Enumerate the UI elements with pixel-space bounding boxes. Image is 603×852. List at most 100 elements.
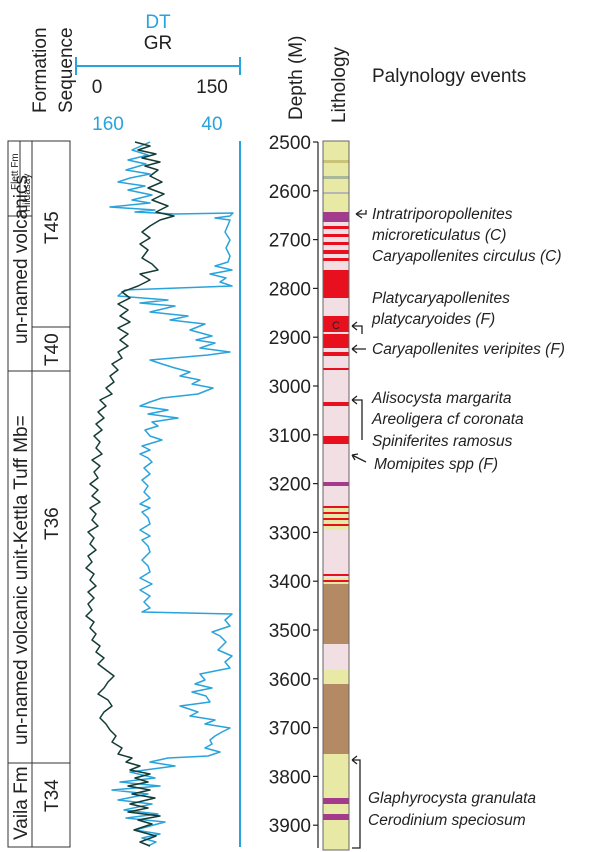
- event-label: platycaryoides (F): [371, 311, 495, 328]
- lithology-band: [323, 580, 349, 582]
- depth-tick-label: 3100: [269, 426, 311, 447]
- lithology-band: [323, 160, 349, 163]
- depth-tick-label: 2800: [269, 279, 311, 300]
- lithology-band: [323, 352, 349, 356]
- lithology-band: [323, 368, 349, 370]
- event-label: Cerodinium speciosum: [368, 812, 526, 829]
- event-label: Areoligera cf coronata: [371, 411, 524, 428]
- sequence-t36: T36: [42, 507, 63, 540]
- lithology-band: [323, 644, 349, 670]
- formation-flett: Flett Fm: [10, 153, 21, 190]
- lithology-band: [323, 192, 349, 194]
- event-label: Platycaryapollenites: [372, 290, 510, 307]
- event-arrow: [351, 321, 363, 334]
- formation-unnamed-volcanics: un-named volcanics: [11, 175, 32, 344]
- sequence-t45: T45: [42, 211, 63, 244]
- sequence-t34: T34: [42, 779, 63, 812]
- gr-scale-max: 150: [196, 77, 228, 98]
- depth-tick-label: 2700: [269, 231, 311, 252]
- lithology-band: [323, 226, 349, 229]
- lithology-band: [323, 530, 349, 578]
- lithology-marker: C: [332, 320, 340, 332]
- event-label: Glaphyrocysta granulata: [368, 790, 536, 807]
- gr-curve: [85, 141, 175, 847]
- lithology-band: [323, 212, 349, 222]
- lithology-column: C: [322, 140, 350, 851]
- dt-scale-max: 40: [201, 114, 222, 135]
- depth-tick-label: 2500: [269, 133, 311, 154]
- formation-kettla-tuff: un-named volcanic unit-Kettla Tuff Mb=: [11, 415, 32, 745]
- depth-tick-label: 3900: [269, 816, 311, 837]
- event-label: microreticulatus (C): [372, 227, 506, 244]
- sequence-t40: T40: [42, 333, 63, 366]
- lithology-band: [323, 518, 349, 520]
- dt-curve-title: DT: [145, 12, 171, 33]
- depth-tick-label: 3600: [269, 670, 311, 691]
- event-label: Momipites spp (F): [374, 456, 498, 473]
- lithology-band: [323, 402, 349, 406]
- lithology-band: [323, 798, 349, 804]
- depth-header: Depth (M): [286, 36, 307, 120]
- event-label: Spiniferites ramosus: [372, 433, 513, 450]
- dt-scale-min: 160: [92, 114, 124, 135]
- depth-tick-label: 3700: [269, 719, 311, 740]
- lithology-outline: [322, 140, 350, 851]
- sequence-header: Sequence: [56, 27, 77, 113]
- lithology-band: [323, 574, 349, 576]
- formation-vaila: Vaila Fm: [11, 766, 32, 840]
- lithology-band: [323, 222, 349, 402]
- lithology-band: [323, 670, 349, 684]
- palynology-events: Intratriporopollenites microreticulatus …: [351, 206, 565, 849]
- event-label: Alisocysta margarita: [371, 390, 512, 407]
- depth-tick-label: 3400: [269, 572, 311, 593]
- lithology-band: [323, 684, 349, 754]
- event-arrow: [351, 395, 363, 440]
- lithology-band: [323, 512, 349, 514]
- depth-tick-label: 2900: [269, 328, 311, 349]
- lithology-band: [323, 234, 349, 237]
- lithology-band: [323, 176, 349, 179]
- formation-sequence-table: [7, 140, 71, 848]
- lithology-band: [323, 822, 349, 850]
- depth-tick-label: 3000: [269, 377, 311, 398]
- dt-curve: [109, 141, 234, 847]
- lithology-band: [323, 258, 349, 261]
- lithology-band: [323, 444, 349, 506]
- lithology-band: [323, 584, 349, 644]
- palynology-header: Palynology events: [372, 66, 526, 87]
- depth-tick-label: 3300: [269, 523, 311, 544]
- lithology-band: [323, 506, 349, 508]
- lithology-band: [323, 316, 349, 332]
- depth-tick-label: 2600: [269, 182, 311, 203]
- depth-tick-label: 3500: [269, 621, 311, 642]
- depth-tick-label: 3800: [269, 767, 311, 788]
- event-arrow: [351, 755, 361, 849]
- event-arrow: [351, 344, 366, 354]
- lithology-band: [323, 768, 349, 788]
- lithology-band: [323, 250, 349, 254]
- event-label: Caryapollenites veripites (F): [372, 341, 565, 358]
- lithology-band: [323, 814, 349, 820]
- event-arrow: [355, 209, 367, 219]
- event-label: Intratriporopollenites: [372, 206, 513, 223]
- lithology-band: [323, 406, 349, 436]
- lithology-band: [323, 524, 349, 526]
- lithology-band: [323, 436, 349, 444]
- lithology-band: [323, 754, 349, 768]
- lithology-band: [323, 242, 349, 245]
- event-arrow: [351, 453, 367, 463]
- event-label: Caryapollenites circulus (C): [372, 248, 562, 265]
- depth-axis: 2500 2600 2700 2800 2900 3000 3100 3200 3300 3400…: [269, 133, 319, 848]
- lithology-band: [323, 482, 349, 486]
- lithology-band: [323, 334, 349, 348]
- formation-header: Formation: [30, 27, 51, 113]
- lithology-band: [323, 292, 349, 298]
- gr-scale-min: 0: [92, 77, 103, 98]
- lithology-header: Lithology: [329, 46, 350, 123]
- depth-tick-label: 3200: [269, 475, 311, 496]
- formation-hildasay: Hildasay: [22, 174, 33, 212]
- lithology-band: [323, 270, 349, 292]
- gr-curve-title: GR: [144, 33, 173, 54]
